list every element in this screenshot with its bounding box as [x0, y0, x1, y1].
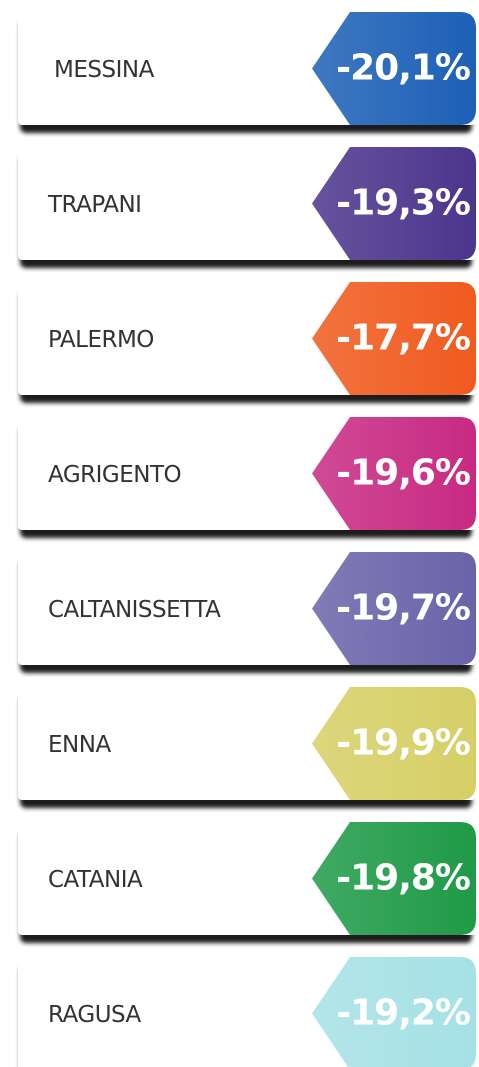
province-name: RAGUSA	[48, 1002, 142, 1028]
card: CATANIA -19,8%	[18, 822, 476, 943]
percentage: -17,7%	[336, 318, 470, 359]
province-name: ENNA	[48, 732, 111, 758]
card: RAGUSA -19,2%	[18, 957, 476, 1067]
badge	[312, 147, 476, 260]
badge	[312, 687, 476, 800]
badge	[312, 12, 476, 125]
percentage: -19,7%	[336, 588, 470, 629]
badge	[312, 282, 476, 395]
card: PALERMO -17,7%	[18, 282, 476, 403]
province-name: TRAPANI	[47, 192, 141, 218]
percentage: -19,3%	[336, 183, 470, 224]
badge	[312, 417, 476, 530]
percentage: -20,1%	[336, 48, 470, 89]
card: AGRIGENTO -19,6%	[18, 417, 476, 538]
card: CALTANISSETTA -19,7%	[18, 552, 476, 673]
badge	[312, 822, 476, 935]
percentage: -19,8%	[336, 858, 470, 899]
card: TRAPANI -19,3%	[18, 147, 476, 268]
percentage: -19,2%	[336, 993, 470, 1034]
card: ENNA -19,9%	[18, 687, 476, 808]
province-name: CATANIA	[48, 867, 143, 893]
province-name: AGRIGENTO	[48, 462, 181, 488]
badge	[312, 957, 476, 1067]
percentage: -19,6%	[336, 453, 470, 494]
province-name: PALERMO	[48, 327, 154, 353]
province-name: CALTANISSETTA	[48, 597, 221, 623]
province-name: MESSINA	[54, 57, 155, 83]
percentage: -19,9%	[336, 723, 470, 764]
card: MESSINA -20,1%	[18, 12, 476, 133]
badge	[312, 552, 476, 665]
